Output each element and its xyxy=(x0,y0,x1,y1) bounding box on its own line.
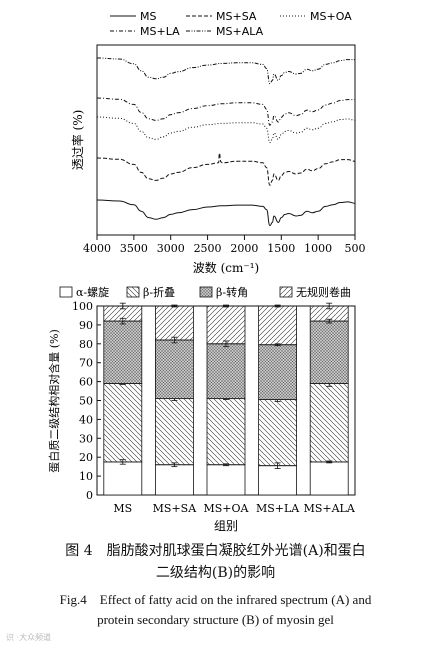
bar-segment xyxy=(309,383,349,463)
bar-x-axis-title: 组别 xyxy=(214,519,238,533)
ir-legend-label: MS xyxy=(140,10,156,23)
bar-segment xyxy=(206,305,246,345)
bar-y-tick-label: 70 xyxy=(79,357,93,370)
bar-category-label: MS+ALA xyxy=(304,502,356,515)
ir-x-tick-label: 2500 xyxy=(194,242,222,255)
bar-legend-label: 无规则卷曲 xyxy=(296,285,351,299)
bar-segment xyxy=(154,305,194,341)
ir-x-tick-label: 1000 xyxy=(304,242,332,255)
ir-legend-label: MS+OA xyxy=(310,10,352,23)
bar-y-tick-label: 60 xyxy=(79,376,93,389)
ir-series-line-ms-oa xyxy=(96,116,356,144)
bar-category-label: MS+OA xyxy=(204,502,250,515)
ir-legend: MS MS+SA MS+OA MS+LA MS+ALA xyxy=(110,10,352,38)
bar-y-tick-label: 0 xyxy=(86,489,93,502)
stacked-bars xyxy=(103,302,349,496)
bar-y-tick-label: 20 xyxy=(79,451,93,464)
figure-caption-chinese: 图 4 脂肪酸对肌球蛋白凝胶红外光谱(A)和蛋白 二级结构(B)的影响 xyxy=(0,540,431,584)
caption-zh-line2: 二级结构(B)的影响 xyxy=(155,565,276,581)
bar-legend-label: β-转角 xyxy=(216,285,248,299)
ir-plot-frame xyxy=(96,44,356,236)
ir-series-line-ms-sa xyxy=(96,152,356,186)
caption-en-line2: protein secondary structure (B) of myosi… xyxy=(97,612,334,627)
bar-segment xyxy=(258,344,298,400)
ir-x-tick-label: 2000 xyxy=(230,242,258,255)
ir-x-tick-label: 4000 xyxy=(83,242,111,255)
caption-zh-line1: 图 4 脂肪酸对肌球蛋白凝胶红外光谱(A)和蛋白 xyxy=(65,543,366,559)
ir-spectrum-panel: MS MS+SA MS+OA MS+LA MS+ALA 4000 3500 3000 2500… xyxy=(70,10,366,275)
figure-caption-english: Fig.4 Effect of fatty acid on the infrar… xyxy=(0,590,431,630)
caption-en-line1: Fig.4 Effect of fatty acid on the infrar… xyxy=(59,592,372,607)
bar-legend-label: α-螺旋 xyxy=(76,285,109,299)
bar-legend-swatch xyxy=(126,286,140,298)
ir-legend-label: MS+ALA xyxy=(216,25,264,38)
ir-y-axis-title: 透过率 (%) xyxy=(70,110,85,171)
ir-legend-label: MS+LA xyxy=(140,25,180,38)
bar-y-axis: 0 10 20 30 40 50 60 70 80 90 100 xyxy=(72,300,101,502)
bar-segment xyxy=(103,383,143,463)
ir-x-axis-title: 波数 (cm⁻¹) xyxy=(193,260,259,275)
bar-legend-label: β-折叠 xyxy=(143,285,175,299)
bar-segment xyxy=(154,464,194,496)
ir-series-lines xyxy=(96,57,356,227)
bar-segment xyxy=(258,399,298,467)
bar-segment xyxy=(103,461,143,496)
bar-segment xyxy=(103,320,143,384)
ir-series-line-ms xyxy=(96,199,356,227)
bar-y-tick-label: 40 xyxy=(79,413,93,426)
bar-segment xyxy=(206,398,246,466)
secondary-structure-panel: α-螺旋 β-折叠 β-转角 无规则卷曲 0 10 20 30 40 50 60 70 80 90 100… xyxy=(47,285,356,533)
bar-segment xyxy=(154,339,194,400)
bar-legend-swatch xyxy=(59,286,73,298)
bar-x-axis: MS MS+SA MS+OA MS+LA MS+ALA xyxy=(113,502,355,515)
ir-series-line-ms-la xyxy=(96,97,355,126)
bar-legend: α-螺旋 β-折叠 β-转角 无规则卷曲 xyxy=(59,285,351,299)
bar-category-label: MS xyxy=(113,502,132,515)
bar-category-label: MS+LA xyxy=(256,502,300,515)
bar-segment xyxy=(258,465,298,496)
bar-segment xyxy=(258,305,298,346)
bar-segment xyxy=(154,398,194,466)
ir-x-tick-label: 1500 xyxy=(267,242,295,255)
ir-x-tick-label: 500 xyxy=(345,242,366,255)
bar-legend-swatch xyxy=(279,286,293,298)
bar-y-tick-label: 100 xyxy=(72,300,93,313)
bar-segment xyxy=(309,320,349,384)
bar-y-tick-label: 30 xyxy=(79,432,93,445)
bar-segment xyxy=(206,464,246,496)
bar-legend-swatch xyxy=(199,286,213,298)
ir-series-line-ms-ala xyxy=(96,57,355,85)
bar-y-tick-label: 90 xyxy=(79,319,93,332)
ir-x-tick-label: 3000 xyxy=(157,242,185,255)
bar-segment xyxy=(309,461,349,496)
bar-category-label: MS+SA xyxy=(153,502,198,515)
watermark-logo: 识 ·大众频道 xyxy=(6,633,52,642)
ir-x-tick-label: 3500 xyxy=(120,242,148,255)
bar-y-tick-label: 50 xyxy=(79,395,93,408)
bar-y-axis-title: 蛋白质二级结构相对含量 (%) xyxy=(47,329,61,473)
bar-segment xyxy=(206,343,246,400)
figure-canvas: MS MS+SA MS+OA MS+LA MS+ALA 4000 3500 3000 2500… xyxy=(47,10,366,533)
ir-x-axis: 4000 3500 3000 2500 2000 1500 1000 500 xyxy=(83,235,366,255)
ir-legend-label: MS+SA xyxy=(216,10,257,23)
bar-y-tick-label: 10 xyxy=(79,470,93,483)
bar-y-tick-label: 80 xyxy=(79,338,93,351)
